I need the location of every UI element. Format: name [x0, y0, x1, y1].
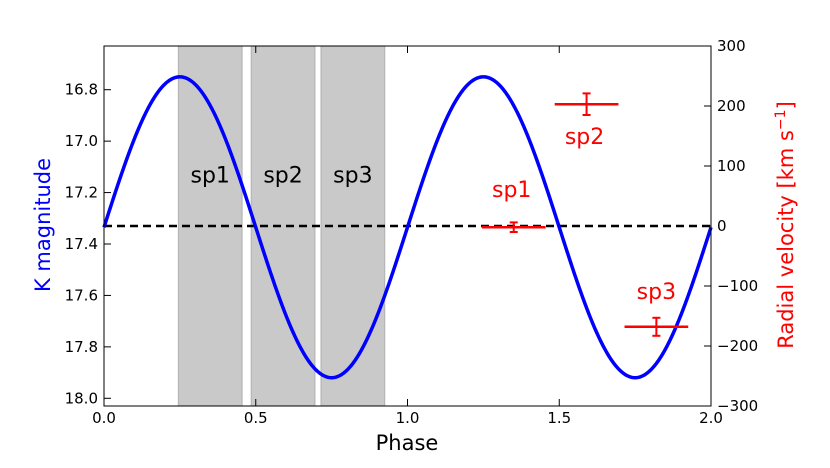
right-y-axis-title-main: Radial velocity [km s [774, 130, 798, 349]
left-y-tick-label: 18.0 [65, 389, 98, 407]
right-y-tick-label: 300 [717, 37, 746, 55]
left-y-axis-title: K magnitude [31, 158, 55, 292]
radial-velocity-points: sp1 sp2 sp3 [481, 92, 689, 337]
rv-point-sp2: sp2 [554, 92, 619, 150]
x-tick-label: 2.0 [699, 409, 723, 427]
rv-label-sp3: sp3 [637, 280, 676, 305]
light-curve-line [102, 75, 713, 380]
left-y-tick-label: 17.8 [65, 338, 98, 356]
rv-point-sp3: sp3 [624, 280, 689, 337]
right-y-axis-title-sup: −1 [773, 109, 789, 130]
right-y-axis-title: Radial velocity [km s−1] [773, 101, 798, 349]
x-tick-label: 1.5 [547, 409, 571, 427]
x-tick-label: 0.5 [244, 409, 268, 427]
right-y-tick-label: 0 [717, 217, 727, 235]
left-y-tick-label: 17.4 [65, 235, 98, 253]
left-y-tick-label: 17.2 [65, 184, 98, 202]
left-y-axis-ticks: 16.8 17.0 17.2 17.4 17.6 17.8 18.0 [65, 81, 111, 407]
band-label-sp1: sp1 [191, 164, 230, 189]
right-y-axis-title-close: ] [774, 101, 798, 109]
x-axis-ticks: 0.0 0.5 1.0 1.5 2.0 [92, 46, 723, 427]
left-y-tick-label: 16.8 [65, 81, 98, 99]
x-tick-label: 1.0 [396, 409, 420, 427]
x-axis-title: Phase [376, 431, 439, 455]
right-y-tick-label: −100 [717, 277, 758, 295]
right-y-tick-label: 100 [717, 157, 746, 175]
right-y-tick-label: 200 [717, 97, 746, 115]
x-tick-label: 0.0 [92, 409, 116, 427]
rv-label-sp1: sp1 [492, 178, 531, 203]
rv-point-sp1: sp1 [481, 178, 546, 233]
rv-label-sp2: sp2 [565, 125, 604, 150]
right-y-tick-label: −300 [717, 397, 758, 415]
left-y-tick-label: 17.6 [65, 286, 98, 304]
right-y-axis-ticks: 300 200 100 0 −100 −200 −300 [704, 37, 758, 415]
right-y-tick-label: −200 [717, 337, 758, 355]
band-labels: sp1 sp2 sp3 [191, 164, 373, 189]
band-label-sp3: sp3 [333, 164, 372, 189]
left-y-tick-label: 17.0 [65, 132, 98, 150]
band-label-sp2: sp2 [263, 164, 302, 189]
